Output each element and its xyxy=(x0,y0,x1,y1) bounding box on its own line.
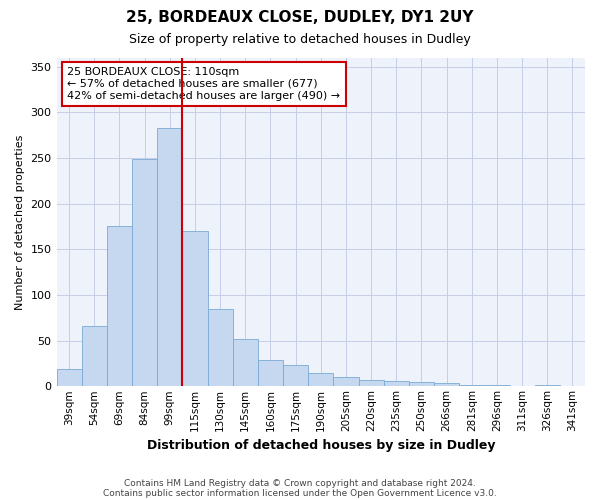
Bar xyxy=(409,382,434,386)
Text: Size of property relative to detached houses in Dudley: Size of property relative to detached ho… xyxy=(129,32,471,46)
Bar xyxy=(82,326,107,386)
Bar xyxy=(56,369,82,386)
Bar xyxy=(208,308,233,386)
Text: Contains public sector information licensed under the Open Government Licence v3: Contains public sector information licen… xyxy=(103,488,497,498)
Bar xyxy=(308,372,334,386)
Bar xyxy=(182,231,208,386)
Bar xyxy=(359,380,383,386)
Bar xyxy=(233,339,258,386)
Text: 25, BORDEAUX CLOSE, DUDLEY, DY1 2UY: 25, BORDEAUX CLOSE, DUDLEY, DY1 2UY xyxy=(126,10,474,25)
Y-axis label: Number of detached properties: Number of detached properties xyxy=(15,134,25,310)
Bar xyxy=(157,128,182,386)
Bar xyxy=(258,360,283,386)
Text: Contains HM Land Registry data © Crown copyright and database right 2024.: Contains HM Land Registry data © Crown c… xyxy=(124,478,476,488)
Bar xyxy=(383,381,409,386)
X-axis label: Distribution of detached houses by size in Dudley: Distribution of detached houses by size … xyxy=(146,440,495,452)
Bar xyxy=(283,366,308,386)
Bar xyxy=(434,382,459,386)
Bar xyxy=(334,377,359,386)
Bar xyxy=(132,159,157,386)
Bar xyxy=(107,226,132,386)
Text: 25 BORDEAUX CLOSE: 110sqm
← 57% of detached houses are smaller (677)
42% of semi: 25 BORDEAUX CLOSE: 110sqm ← 57% of detac… xyxy=(67,68,340,100)
